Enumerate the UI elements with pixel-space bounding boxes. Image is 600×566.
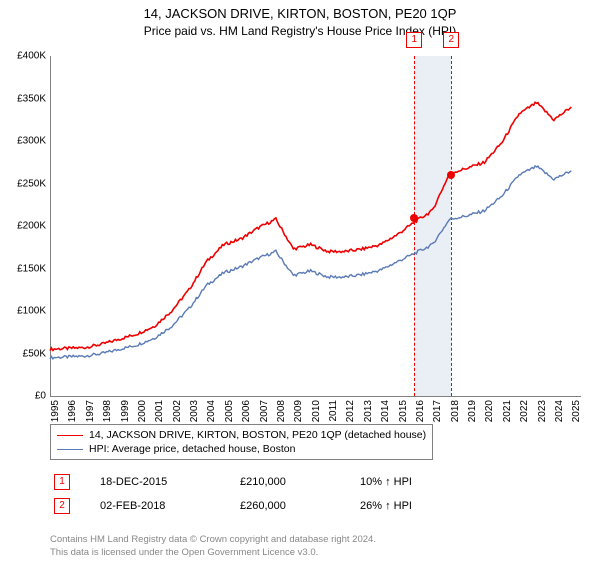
x-tick-label: 2015 [398,400,409,422]
x-tick-label: 2014 [380,400,391,422]
x-tick-label: 2013 [363,400,374,422]
legend-item: HPI: Average price, detached house, Bost… [57,442,426,456]
property_line [50,102,571,350]
legend-box: 14, JACKSON DRIVE, KIRTON, BOSTON, PE20 … [50,424,433,460]
x-tick-label: 1996 [67,400,78,422]
x-tick-label: 2020 [484,400,495,422]
y-tick-label: £50K [23,348,46,359]
y-tick-label: £400K [17,51,46,62]
sale-delta: 26% ↑ HPI [360,500,450,512]
legend-panel: 14, JACKSON DRIVE, KIRTON, BOSTON, PE20 … [50,424,580,518]
x-tick-label: 2002 [172,400,183,422]
x-tick-label: 2021 [502,400,513,422]
sale-delta: 10% ↑ HPI [360,476,450,488]
y-tick-label: £250K [17,178,46,189]
footer-line-1: Contains HM Land Registry data © Crown c… [50,534,376,547]
y-tick-label: £300K [17,136,46,147]
x-tick-label: 1997 [85,400,96,422]
sale-price: £210,000 [240,476,330,488]
sale-row-marker: 1 [54,474,70,490]
y-tick-label: £0 [35,391,46,402]
sale-point-2 [447,171,455,179]
sale-date: 18-DEC-2015 [100,476,210,488]
x-tick-label: 2017 [432,400,443,422]
x-tick-label: 2024 [554,400,565,422]
sale-row-marker: 2 [54,498,70,514]
legend-item: 14, JACKSON DRIVE, KIRTON, BOSTON, PE20 … [57,428,426,442]
x-tick-label: 2022 [519,400,530,422]
line-svg [50,56,580,396]
chart-subtitle: Price paid vs. HM Land Registry's House … [0,24,600,38]
chart-container: 14, JACKSON DRIVE, KIRTON, BOSTON, PE20 … [0,6,600,566]
sale-marker-2: 2 [443,32,459,48]
y-tick-label: £150K [17,263,46,274]
chart-title: 14, JACKSON DRIVE, KIRTON, BOSTON, PE20 … [0,6,600,21]
x-tick-label: 2011 [328,400,339,422]
x-tick-label: 2023 [537,400,548,422]
y-tick-label: £350K [17,93,46,104]
legend-swatch [57,449,83,450]
x-tick-label: 2001 [154,400,165,422]
footer-line-2: This data is licensed under the Open Gov… [50,547,376,560]
hpi_line [50,166,571,359]
legend-label: HPI: Average price, detached house, Bost… [89,443,295,455]
x-tick-label: 2012 [345,400,356,422]
x-tick-label: 2006 [241,400,252,422]
x-tick-label: 2019 [467,400,478,422]
x-tick-label: 2018 [450,400,461,422]
x-tick-label: 1998 [102,400,113,422]
x-tick-label: 2008 [276,400,287,422]
x-tick-label: 2003 [189,400,200,422]
legend-label: 14, JACKSON DRIVE, KIRTON, BOSTON, PE20 … [89,429,426,441]
x-tick-label: 2009 [293,400,304,422]
sale-date: 02-FEB-2018 [100,500,210,512]
sale-rows: 1 18-DEC-2015 £210,000 10% ↑ HPI 2 02-FEB-201… [50,470,580,518]
x-tick-label: 2025 [571,400,582,422]
x-tick-label: 2005 [224,400,235,422]
x-tick-label: 2000 [137,400,148,422]
chart-area: £0£50K£100K£150K£200K£250K£300K£350K£400… [50,56,580,396]
x-tick-label: 2010 [311,400,322,422]
legend-swatch [57,435,83,436]
x-tick-label: 2007 [259,400,270,422]
sale-price: £260,000 [240,500,330,512]
x-tick-label: 2016 [415,400,426,422]
x-tick-label: 2004 [206,400,217,422]
x-tick-label: 1999 [120,400,131,422]
sale-marker-1: 1 [406,32,422,48]
y-tick-label: £200K [17,221,46,232]
y-tick-label: £100K [17,306,46,317]
footer-text: Contains HM Land Registry data © Crown c… [50,534,376,560]
sale-point-1 [410,214,418,222]
x-tick-label: 1995 [50,400,61,422]
sale-row: 2 02-FEB-2018 £260,000 26% ↑ HPI [50,494,580,518]
sale-row: 1 18-DEC-2015 £210,000 10% ↑ HPI [50,470,580,494]
